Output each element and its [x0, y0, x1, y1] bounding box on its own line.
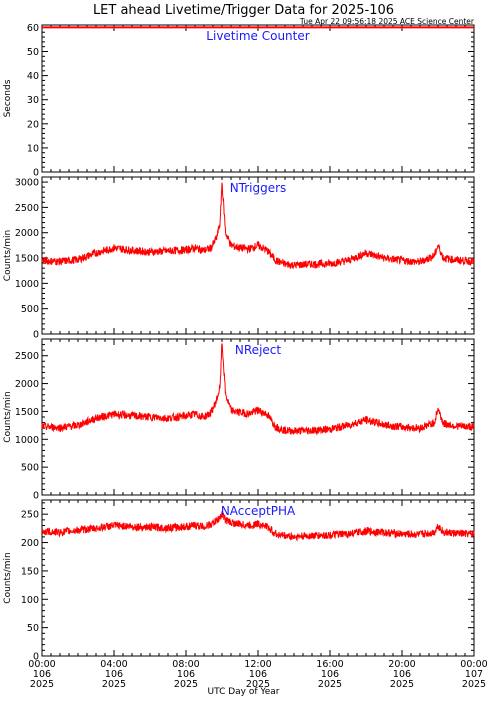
y-tick-label: 500	[21, 304, 39, 315]
y-axis-label: Counts/min	[3, 230, 13, 281]
series-line-NTriggers	[41, 182, 475, 270]
x-tick-text: 16:00	[316, 659, 343, 670]
y-tick-label: 0	[33, 168, 39, 179]
x-axis-label: UTC Day of Year	[208, 687, 280, 697]
y-tick-label: 60	[27, 23, 39, 34]
y-tick-label: 30	[27, 95, 39, 106]
y-tick-label: 0	[33, 491, 39, 502]
x-tick-text: 106	[321, 669, 339, 680]
y-tick-label: 20	[27, 119, 39, 130]
x-tick-text: 08:00	[172, 659, 199, 670]
y-tick-label: 250	[21, 510, 39, 521]
y-tick-label: 1000	[15, 279, 39, 290]
x-tick-text: 2025	[390, 679, 414, 690]
x-tick-text: 106	[33, 669, 51, 680]
x-tick-text: 20:00	[388, 659, 415, 670]
x-tick-text: 00:00	[460, 659, 487, 670]
panel-1: 0 500 1000 1500 2000 2500 3000 Counts/min NTrigg…	[3, 176, 475, 341]
x-tick-text: 2025	[102, 679, 126, 690]
y-axis-label: Counts/min	[3, 391, 13, 442]
chart-title: LET ahead Livetime/Trigger Data for 2025…	[93, 3, 394, 18]
panel-frame	[41, 176, 475, 335]
series-label: NAcceptPHA	[221, 504, 296, 518]
series-line-NReject	[41, 343, 475, 436]
panel-2: 0 500 1000 1500 2000 2500 Counts/min NReject	[3, 338, 475, 502]
y-tick-label: 0	[33, 652, 39, 663]
y-tick-label: 2000	[15, 228, 39, 239]
x-tick-text: 2025	[318, 679, 342, 690]
y-tick-label: 150	[21, 566, 39, 577]
y-tick-label: 100	[21, 595, 39, 606]
x-tick-text: 04:00	[100, 659, 127, 670]
x-tick-text: 106	[177, 669, 195, 680]
y-tick-label: 500	[21, 463, 39, 474]
x-tick-text: 2025	[30, 679, 54, 690]
series-label: Livetime Counter	[206, 29, 309, 43]
x-tick-text: 106	[105, 669, 123, 680]
y-tick-label: 2500	[15, 351, 39, 362]
y-axis-label: Counts/min	[3, 552, 13, 603]
x-tick-text: 2025	[174, 679, 198, 690]
x-tick-text: 106	[249, 669, 267, 680]
y-tick-label: 50	[27, 623, 39, 634]
series-line-NAcceptPHA	[41, 511, 475, 542]
y-tick-label: 1500	[15, 407, 39, 418]
y-axis-label: Seconds	[3, 79, 13, 117]
series-label: NTriggers	[230, 181, 287, 195]
panel-frame	[41, 24, 475, 173]
y-tick-label: 40	[27, 71, 39, 82]
panel-0: 0 10 20 30 40 50 60 Seconds Livetime Counter	[3, 23, 475, 179]
x-tick-text: 107	[465, 669, 483, 680]
x-tick-text: 2025	[462, 679, 486, 690]
x-tick-text: 2025	[246, 679, 270, 690]
y-tick-label: 2000	[15, 379, 39, 390]
y-tick-label: 200	[21, 538, 39, 549]
x-tick-text: 12:00	[244, 659, 271, 670]
y-tick-label: 3000	[15, 178, 39, 189]
timestamp: Tue Apr 22 09:56:18 2025 ACE Science Cen…	[299, 17, 475, 26]
y-tick-label: 1500	[15, 254, 39, 265]
series-label: NReject	[235, 343, 281, 357]
x-tick-text: 00:00	[28, 659, 55, 670]
x-tick-text: 106	[393, 669, 411, 680]
y-tick-label: 2500	[15, 203, 39, 214]
y-tick-label: 0	[33, 330, 39, 341]
y-tick-label: 10	[27, 143, 39, 154]
y-tick-label: 50	[27, 47, 39, 58]
x-tick-labels: 00:00106202504:00106202508:00106202512:0…	[28, 659, 487, 690]
y-tick-label: 1000	[15, 435, 39, 446]
panel-3: 0 50 100 150 200 250 Counts/min NAcceptPHA	[3, 499, 475, 663]
